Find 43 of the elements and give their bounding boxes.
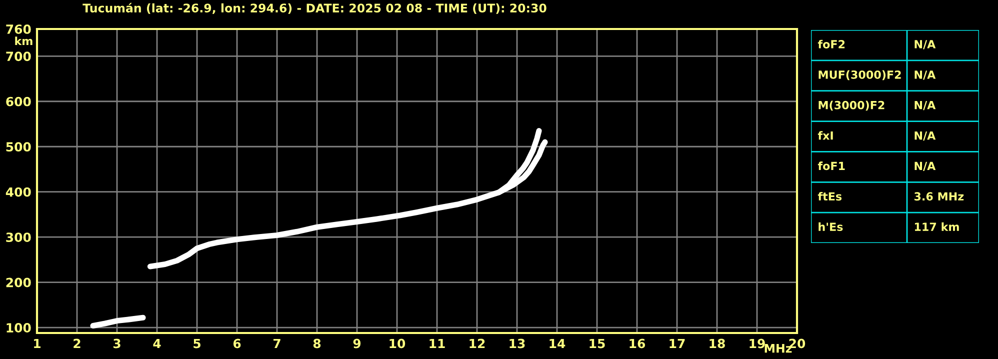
- x-tick-label: 17: [670, 338, 685, 348]
- x-tick-label: 16: [630, 338, 646, 348]
- x-tick-label: 7: [273, 338, 280, 348]
- text: MUF(3000)F2: [818, 70, 901, 80]
- text: N/A: [914, 162, 936, 172]
- y-tick-label: 300: [6, 232, 31, 242]
- text: fxI: [818, 131, 833, 140]
- y-tick-label: 200: [6, 278, 31, 288]
- text: h'Es: [818, 222, 843, 232]
- x-tick-label: 5: [194, 338, 200, 348]
- y-axis-title: km: [15, 36, 32, 46]
- text: N/A: [914, 70, 936, 80]
- x-tick-label: 3: [113, 338, 120, 348]
- text: 117 km: [914, 222, 959, 231]
- x-tick-label: 4: [153, 338, 161, 348]
- text: 3.6 MHz: [914, 192, 964, 201]
- y-tick-label: 760: [6, 24, 31, 34]
- text: N/A: [914, 101, 936, 110]
- y-tick-label: 400: [6, 187, 31, 197]
- y-tick-label: 700: [6, 52, 31, 62]
- y-tick-label: 600: [6, 96, 31, 106]
- x-tick-label: 6: [233, 338, 241, 348]
- x-tick-label: 19: [750, 338, 765, 348]
- x-tick-label: 8: [313, 338, 321, 348]
- text: N/A: [914, 40, 936, 50]
- y-tick-label: 100: [6, 323, 31, 332]
- text: ftEs: [818, 192, 842, 201]
- y-tick-label: 500: [6, 142, 31, 152]
- chart-title: Tucumán (lat: -26.9, lon: 294.6) - DATE: 2025 02 08 - TIME (UT): 20:30: [82, 2, 546, 14]
- x-tick-label: 10: [390, 338, 406, 348]
- x-tick-label: 15: [590, 338, 605, 348]
- x-tick-label: 12: [470, 338, 485, 348]
- x-tick-label: 9: [353, 338, 361, 348]
- text: M(3000)F2: [818, 100, 884, 111]
- x-tick-label: 11: [430, 338, 445, 348]
- text: foF1: [818, 162, 845, 170]
- x-tick-label: 13: [510, 338, 525, 348]
- text: N/A: [914, 131, 936, 141]
- text: foF2: [818, 40, 845, 48]
- x-tick-label: 18: [710, 338, 725, 348]
- x-tick-label: 2: [74, 338, 80, 348]
- x-tick-label: 1: [34, 338, 40, 348]
- x-tick-label: 14: [550, 338, 566, 348]
